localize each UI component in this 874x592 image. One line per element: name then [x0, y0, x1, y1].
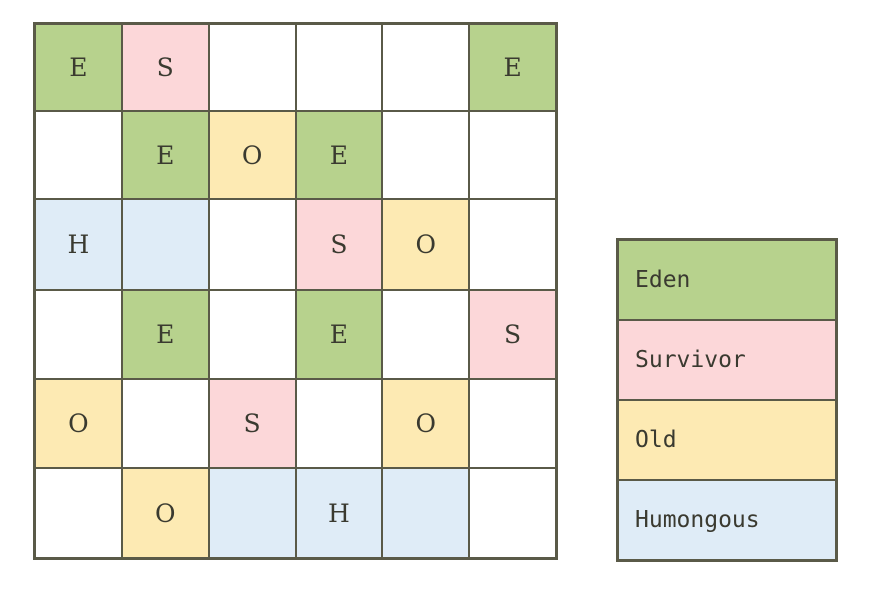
region-cell-free [469, 379, 556, 468]
region-cell-eden: E [121, 290, 209, 379]
region-cell-old: O [382, 379, 470, 468]
region-cell-free [382, 290, 470, 379]
region-cell-old: O [382, 199, 470, 290]
region-cell-old: O [121, 468, 209, 558]
legend-item-eden: Eden [618, 240, 836, 320]
legend-item-old: Old [618, 400, 836, 480]
region-cell-humongous: H [295, 468, 383, 558]
region-cell-humongous [382, 468, 470, 558]
region-cell-free [382, 24, 470, 111]
region-cell-free [35, 290, 122, 379]
region-cell-humongous [121, 199, 209, 290]
region-cell-eden: E [35, 24, 122, 111]
legend-item-survivor: Survivor [618, 320, 836, 400]
region-cell-free [121, 379, 209, 468]
region-cell-survivor: S [295, 199, 383, 290]
region-cell-free [469, 199, 556, 290]
region-cell-old: O [208, 111, 296, 199]
region-cell-eden: E [469, 24, 556, 111]
region-cell-free [208, 24, 296, 111]
region-cell-survivor: S [469, 290, 556, 379]
region-cell-free [208, 199, 296, 290]
region-cell-survivor: S [121, 24, 209, 111]
region-cell-free [35, 111, 122, 199]
region-cell-eden: E [295, 111, 383, 199]
region-cell-free [382, 111, 470, 199]
region-cell-free [295, 24, 383, 111]
region-cell-free [469, 468, 556, 558]
region-cell-eden: E [295, 290, 383, 379]
region-cell-old: O [35, 379, 122, 468]
legend-item-humongous: Humongous [618, 480, 836, 560]
legend: Eden Survivor Old Humongous [616, 238, 838, 562]
region-cell-humongous [208, 468, 296, 558]
region-cell-survivor: S [208, 379, 296, 468]
region-cell-free [208, 290, 296, 379]
region-cell-free [295, 379, 383, 468]
region-cell-humongous: H [35, 199, 122, 290]
region-cell-eden: E [121, 111, 209, 199]
region-cell-free [469, 111, 556, 199]
region-cell-free [35, 468, 122, 558]
